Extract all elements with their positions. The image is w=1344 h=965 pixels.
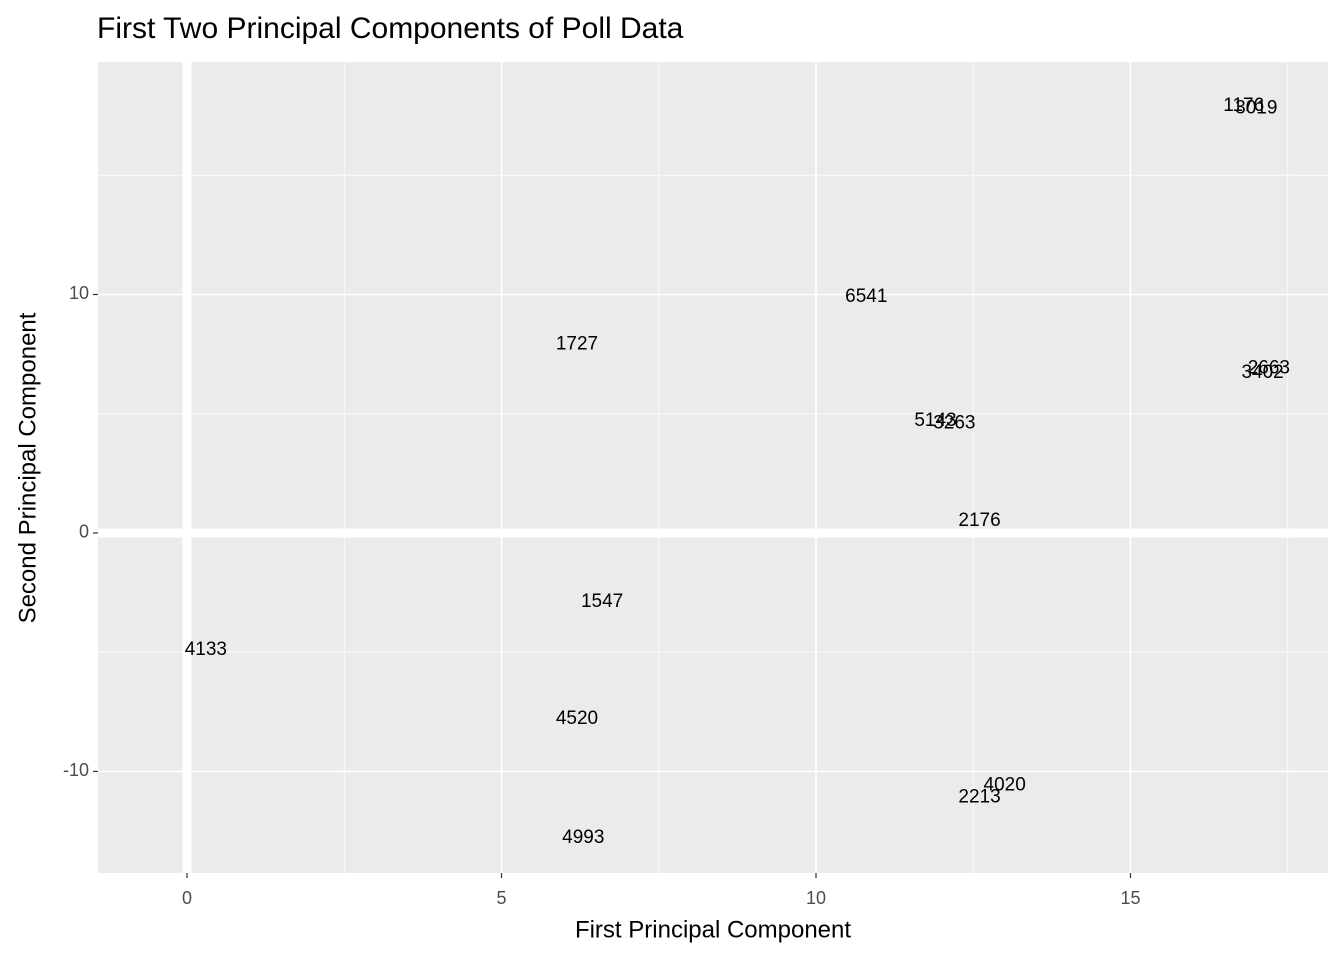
point-label: 6541 xyxy=(845,286,887,307)
point-label: 2213 xyxy=(958,787,1000,808)
point-label: 5143 xyxy=(914,410,956,431)
x-tick-label: 15 xyxy=(1120,888,1140,908)
x-axis-title: First Principal Component xyxy=(575,916,851,943)
point-label: 3019 xyxy=(1235,98,1277,119)
point-label: 2176 xyxy=(958,510,1000,531)
y-tick-label: 0 xyxy=(79,522,89,542)
point-label: 4520 xyxy=(556,708,598,729)
y-axis-title: Second Principal Component xyxy=(14,312,41,623)
point-label: 4133 xyxy=(185,639,227,660)
point-label: 1727 xyxy=(556,334,598,355)
y-tick-label: 10 xyxy=(69,283,89,303)
chart-title: First Two Principal Components of Poll D… xyxy=(97,12,684,45)
point-label: 1547 xyxy=(581,591,623,612)
point-label: 3263 xyxy=(933,412,975,433)
y-tick-label: -10 xyxy=(63,760,89,780)
point-label: 1176 xyxy=(1223,95,1264,116)
point-label: 2663 xyxy=(1248,357,1290,378)
point-label: 4993 xyxy=(562,827,604,848)
x-tick-label: 5 xyxy=(496,888,506,908)
x-tick-label: 10 xyxy=(806,888,826,908)
point-label: 4020 xyxy=(984,775,1026,796)
plot-panel xyxy=(98,62,1328,873)
point-label: 3402 xyxy=(1241,362,1283,383)
x-tick-label: 0 xyxy=(182,888,192,908)
